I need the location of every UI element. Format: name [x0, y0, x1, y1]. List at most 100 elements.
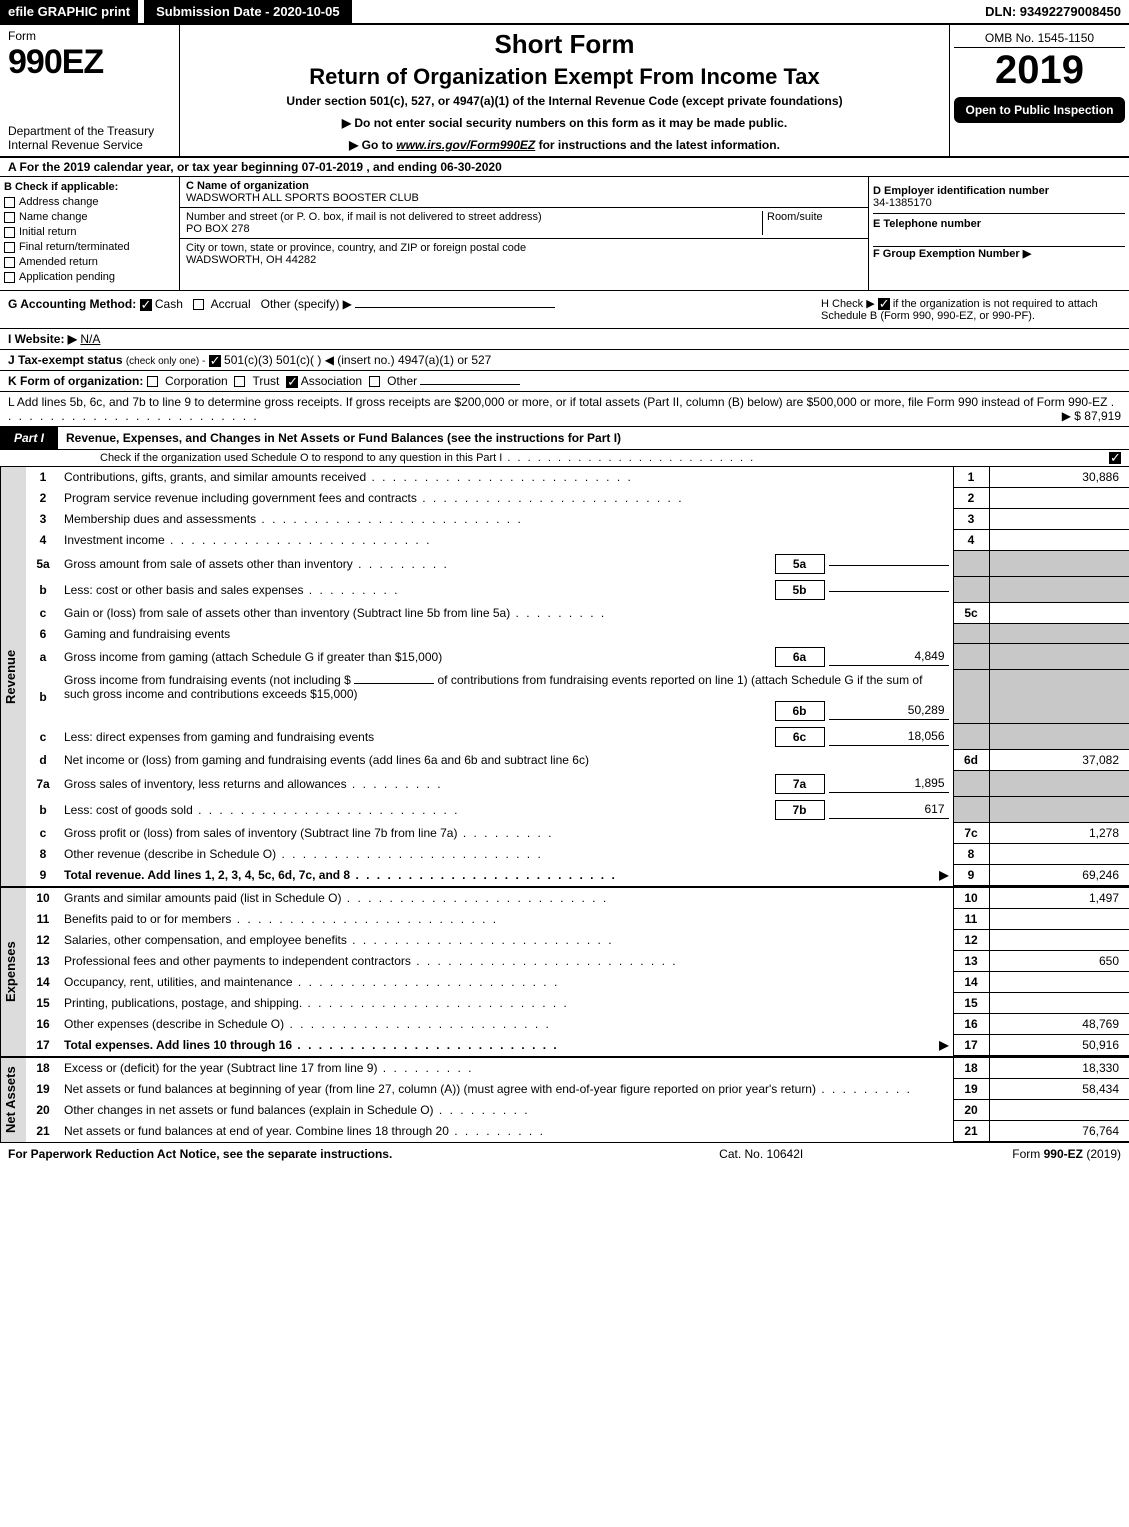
- line-desc: Professional fees and other payments to …: [64, 954, 678, 968]
- k-other-checkbox[interactable]: [369, 376, 380, 387]
- line-num: c: [26, 823, 60, 844]
- checkbox-icon: [4, 212, 15, 223]
- check-final-return[interactable]: Final return/terminated: [4, 241, 175, 253]
- arrow-icon: ▶: [939, 868, 948, 882]
- shaded-cell: [953, 724, 989, 750]
- check-amended[interactable]: Amended return: [4, 256, 175, 268]
- table-row: b Less: cost of goods sold 7b 617: [26, 797, 1129, 823]
- line-desc: Contributions, gifts, grants, and simila…: [64, 470, 633, 484]
- ein-value: 34-1385170: [873, 197, 1125, 209]
- other-specify-field[interactable]: [355, 307, 555, 308]
- line-ref: 1: [953, 467, 989, 488]
- k-other-field[interactable]: [420, 384, 520, 385]
- checkbox-icon: [4, 257, 15, 268]
- line-desc: Total revenue. Add lines 1, 2, 3, 4, 5c,…: [64, 868, 617, 882]
- line-num: b: [26, 797, 60, 823]
- line-num: 10: [26, 888, 60, 909]
- line-desc: Membership dues and assessments: [64, 512, 523, 526]
- k-trust-checkbox[interactable]: [234, 376, 245, 387]
- table-row: c Less: direct expenses from gaming and …: [26, 724, 1129, 750]
- form-word: Form: [8, 29, 171, 43]
- header-left: Form 990EZ Department of the Treasury In…: [0, 25, 180, 156]
- line-ref: 11: [953, 909, 989, 930]
- table-row: 1 Contributions, gifts, grants, and simi…: [26, 467, 1129, 488]
- amount: [989, 603, 1129, 624]
- k-corp-checkbox[interactable]: [147, 376, 158, 387]
- sub-amount: 1,895: [829, 774, 949, 793]
- line-desc: Occupancy, rent, utilities, and maintena…: [64, 975, 559, 989]
- contrib-field[interactable]: [354, 683, 434, 684]
- section-h: H Check ▶ if the organization is not req…: [821, 297, 1121, 322]
- line-num: a: [26, 644, 60, 670]
- table-row: 7a Gross sales of inventory, less return…: [26, 771, 1129, 797]
- open-inspection-badge: Open to Public Inspection: [954, 97, 1125, 123]
- line-ref: 8: [953, 844, 989, 865]
- k-label: K Form of organization:: [8, 374, 143, 388]
- j-501c3-checkbox[interactable]: [209, 355, 221, 367]
- sub-amount: 18,056: [829, 727, 949, 746]
- line-desc: Printing, publications, postage, and shi…: [64, 996, 569, 1010]
- line-num: 20: [26, 1100, 60, 1121]
- line-num: 9: [26, 865, 60, 886]
- table-row: 2 Program service revenue including gove…: [26, 488, 1129, 509]
- line-num: 13: [26, 951, 60, 972]
- table-row: 17 Total expenses. Add lines 10 through …: [26, 1035, 1129, 1056]
- amount: 48,769: [989, 1014, 1129, 1035]
- check-name-change[interactable]: Name change: [4, 211, 175, 223]
- room-suite-label: Room/suite: [762, 211, 862, 235]
- sub-amount: 617: [829, 800, 949, 819]
- amount: [989, 1100, 1129, 1121]
- expenses-section: Expenses 10 Grants and similar amounts p…: [0, 886, 1129, 1056]
- k-assoc-checkbox[interactable]: [286, 376, 298, 388]
- check-pending[interactable]: Application pending: [4, 271, 175, 283]
- footer-pre: Form: [1012, 1147, 1043, 1161]
- section-def: D Employer identification number 34-1385…: [869, 177, 1129, 290]
- line-desc: Benefits paid to or for members: [64, 912, 498, 926]
- sub-amount: [829, 587, 949, 592]
- return-title: Return of Organization Exempt From Incom…: [190, 64, 939, 90]
- table-row: 3 Membership dues and assessments 3: [26, 509, 1129, 530]
- amount: 58,434: [989, 1079, 1129, 1100]
- h-checkbox[interactable]: [878, 298, 890, 310]
- line-ref: 14: [953, 972, 989, 993]
- table-row: 4 Investment income 4: [26, 530, 1129, 551]
- line-ref: 4: [953, 530, 989, 551]
- check-address-change[interactable]: Address change: [4, 196, 175, 208]
- line-desc: Other changes in net assets or fund bala…: [64, 1103, 530, 1117]
- notice2-post: for instructions and the latest informat…: [535, 138, 780, 152]
- cash-checkbox[interactable]: [140, 299, 152, 311]
- irs-link[interactable]: www.irs.gov/Form990EZ: [396, 138, 535, 152]
- short-form-title: Short Form: [190, 29, 939, 60]
- check-initial-return[interactable]: Initial return: [4, 226, 175, 238]
- amount: [989, 909, 1129, 930]
- shaded-cell: [953, 771, 989, 797]
- amount: 650: [989, 951, 1129, 972]
- line-desc: Excess or (deficit) for the year (Subtra…: [64, 1061, 473, 1075]
- line-desc: Other expenses (describe in Schedule O): [64, 1017, 551, 1031]
- line-num: c: [26, 724, 60, 750]
- shaded-cell: [989, 551, 1129, 577]
- accrual-checkbox[interactable]: [193, 299, 204, 310]
- checkbox-icon: [4, 197, 15, 208]
- table-row: c Gain or (loss) from sale of assets oth…: [26, 603, 1129, 624]
- form-number: 990EZ: [8, 43, 171, 82]
- line-num: 18: [26, 1058, 60, 1079]
- table-row: 20 Other changes in net assets or fund b…: [26, 1100, 1129, 1121]
- line-ref: 16: [953, 1014, 989, 1035]
- line-ref: 13: [953, 951, 989, 972]
- table-row: 15 Printing, publications, postage, and …: [26, 993, 1129, 1014]
- efile-badge[interactable]: efile GRAPHIC print: [0, 0, 138, 23]
- line-desc: Gain or (loss) from sale of assets other…: [64, 606, 606, 620]
- line-desc: Net assets or fund balances at end of ye…: [64, 1124, 545, 1138]
- table-row: 9 Total revenue. Add lines 1, 2, 3, 4, 5…: [26, 865, 1129, 886]
- table-row: 5a Gross amount from sale of assets othe…: [26, 551, 1129, 577]
- section-a: A For the 2019 calendar year, or tax yea…: [0, 158, 1129, 177]
- amount: 69,246: [989, 865, 1129, 886]
- part1-check-row: Check if the organization used Schedule …: [0, 450, 1129, 467]
- shaded-cell: [953, 577, 989, 603]
- line-ref: 6d: [953, 750, 989, 771]
- shaded-cell: [953, 624, 989, 644]
- line-num: 19: [26, 1079, 60, 1100]
- sub-ref: 5a: [775, 554, 825, 574]
- part1-schedule-o-checkbox[interactable]: [1109, 452, 1121, 464]
